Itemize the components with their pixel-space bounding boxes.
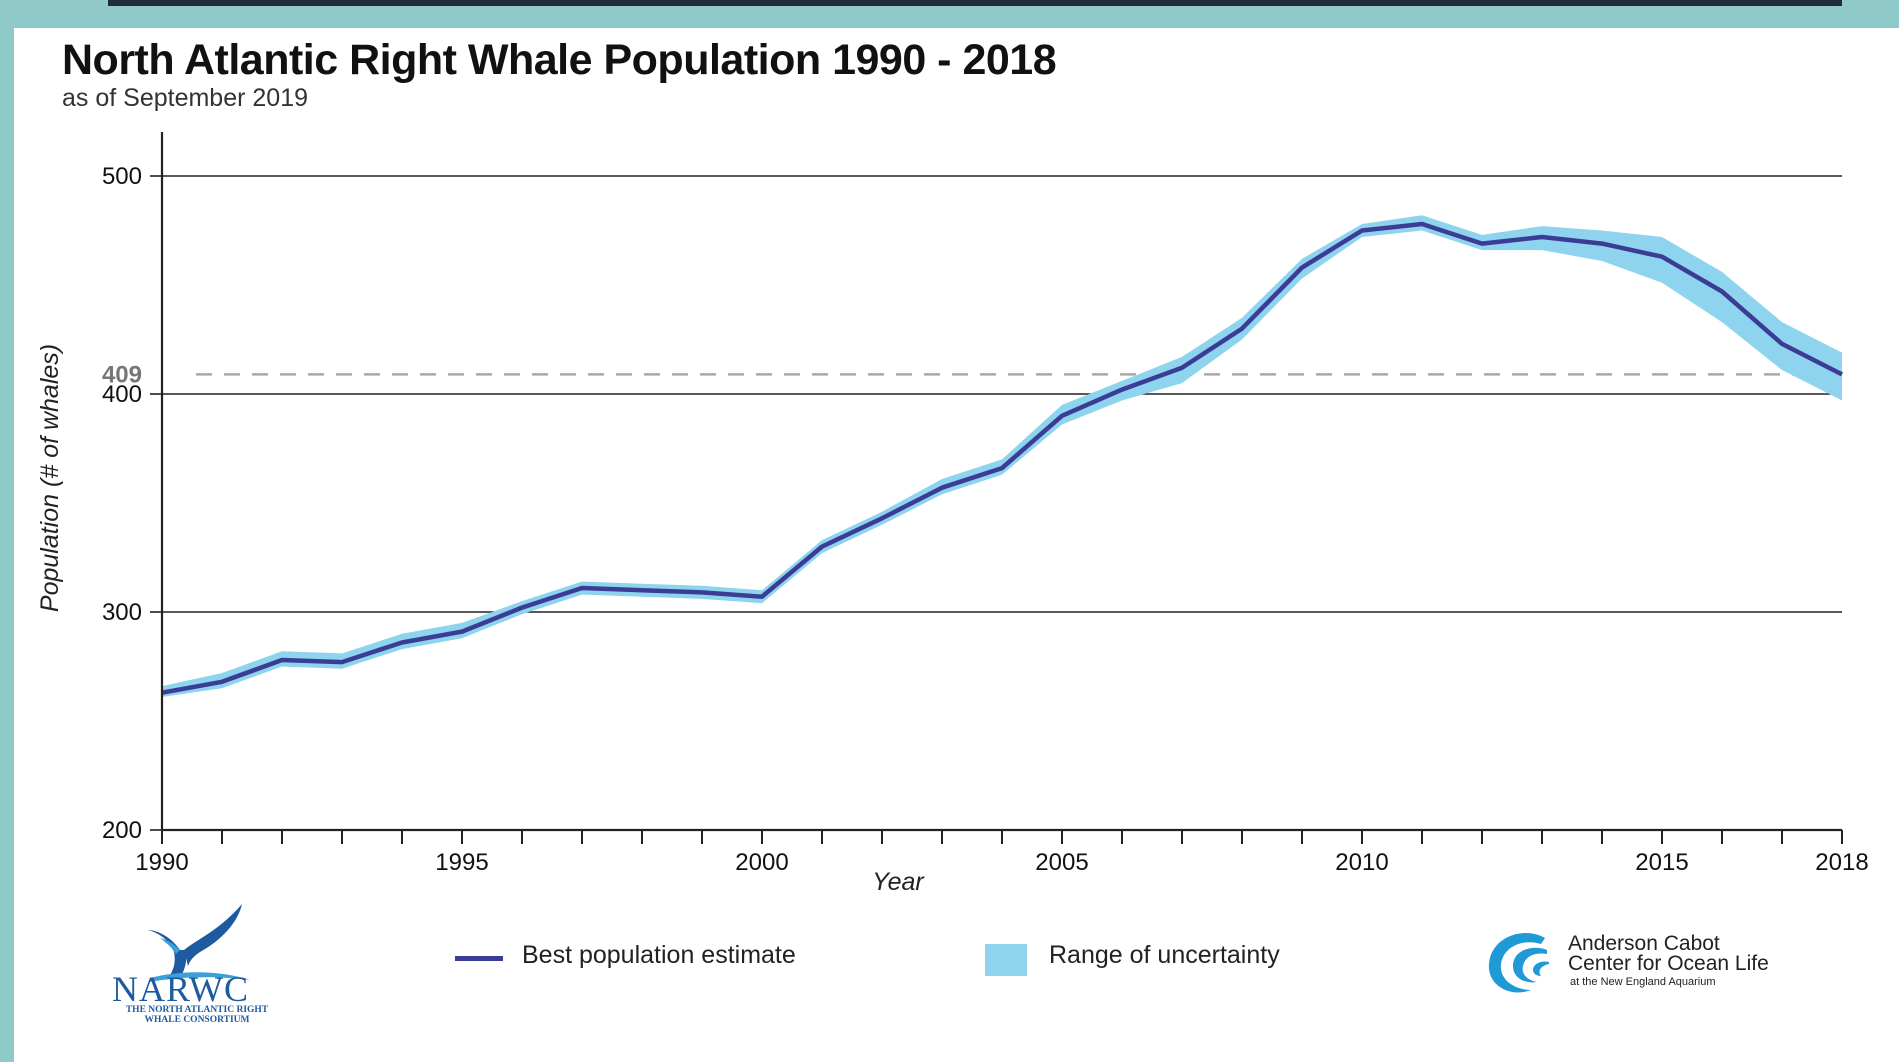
narwc-logo-text: NARWC xyxy=(112,969,250,1009)
anderson-cabot-line3: at the New England Aquarium xyxy=(1570,976,1716,988)
x-tick-label-1990: 1990 xyxy=(135,849,188,876)
page-title: North Atlantic Right Whale Population 19… xyxy=(62,36,1057,84)
wave-icon xyxy=(1488,933,1549,993)
top-bar xyxy=(108,0,1842,6)
x-tick-label-2000: 2000 xyxy=(735,849,788,876)
x-axis-label: Year xyxy=(872,868,925,896)
anderson-cabot-line2: Center for Ocean Life xyxy=(1568,952,1769,975)
y-tick-label-400: 400 xyxy=(102,381,142,408)
x-tick-label-2018: 2018 xyxy=(1815,849,1868,876)
x-tick-label-2005: 2005 xyxy=(1035,849,1088,876)
y-tick-label-500: 500 xyxy=(102,163,142,190)
uncertainty-band xyxy=(162,215,1842,697)
legend-line-swatch xyxy=(455,956,503,961)
y-tick-label-200: 200 xyxy=(102,817,142,844)
whale-tail-icon xyxy=(148,904,250,982)
narwc-logo-subtitle: THE NORTH ATLANTIC RIGHT WHALE CONSORTIU… xyxy=(125,1005,269,1025)
page-subtitle: as of September 2019 xyxy=(62,84,308,112)
best-estimate-line xyxy=(161,221,1844,695)
x-tick-label-1995: 1995 xyxy=(435,849,488,876)
legend-label-uncertainty: Range of uncertainty xyxy=(1049,941,1280,969)
reference-line-label: 409 xyxy=(102,361,142,388)
y-tick-label-300: 300 xyxy=(102,599,142,626)
legend-band-swatch xyxy=(985,944,1027,976)
y-axis-label: Population (# of whales) xyxy=(36,344,64,612)
chart-card xyxy=(14,28,1899,1062)
x-tick-label-2010: 2010 xyxy=(1335,849,1388,876)
x-tick-label-2015: 2015 xyxy=(1635,849,1688,876)
legend-label-estimate: Best population estimate xyxy=(522,941,796,969)
anderson-cabot-line1: Anderson Cabot xyxy=(1568,932,1720,955)
